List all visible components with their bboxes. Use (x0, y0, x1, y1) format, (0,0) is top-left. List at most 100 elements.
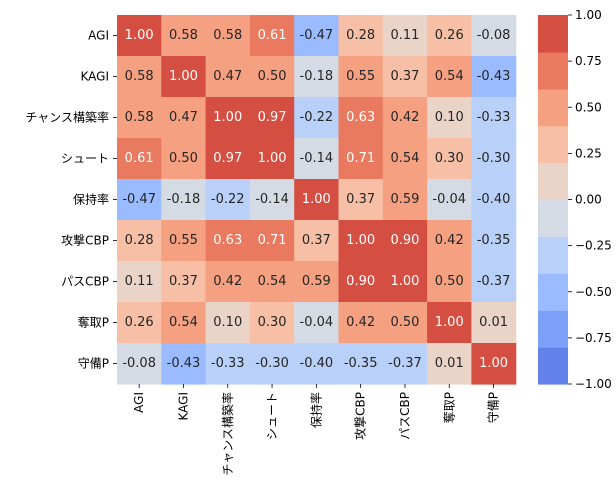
cell-value-label: -0.47 (300, 28, 334, 43)
heatmap-cell (471, 302, 517, 344)
cell-value-label: 0.55 (346, 69, 375, 84)
x-tick-label: AGI (132, 392, 146, 413)
heatmap-cell (471, 179, 517, 221)
heatmap-cell (161, 343, 207, 385)
heatmap-cell (382, 343, 428, 385)
cell-value-label: 0.58 (169, 28, 198, 43)
heatmap-cell (117, 302, 162, 344)
heatmap-cell (294, 343, 340, 385)
cell-value-label: -0.04 (300, 315, 334, 330)
heatmap-cell (249, 97, 295, 139)
cell-value-label: 0.01 (435, 356, 464, 371)
colorbar-tick-label: 0.75 (575, 54, 602, 68)
heatmap-cell (117, 261, 162, 303)
cell-value-label: -0.37 (388, 356, 422, 371)
colorbar-band (538, 15, 568, 53)
heatmap-cell (338, 220, 384, 262)
colorbar-band (538, 51, 568, 90)
heatmap-cell (338, 97, 384, 139)
colorbar-band (538, 199, 568, 237)
cell-value-label: 0.50 (169, 151, 198, 166)
heatmap-cell (205, 302, 251, 344)
heatmap-cell (161, 56, 207, 98)
heatmap-cell (117, 138, 162, 180)
colorbar-band (538, 236, 568, 274)
cell-value-label: -0.22 (211, 192, 245, 207)
colorbar-tick-label: −1.00 (575, 377, 612, 391)
heatmap-cell (205, 179, 251, 221)
x-axis: AGI KAGI チャンス構築率 シュート 保持率 攻撃CBP パスCBP 奪取P 守備P (132, 384, 501, 476)
cell-value-label: -0.18 (300, 69, 334, 84)
x-tick-label: シュート (265, 392, 279, 440)
x-tick-label: 攻撃CBP (353, 392, 368, 440)
cell-value-label: -0.22 (300, 110, 334, 125)
y-tick-label: シュート (61, 152, 109, 166)
y-tick-label: チャンス構築率 (25, 110, 109, 125)
heatmap-cell (205, 261, 251, 303)
heatmap-cell (427, 220, 472, 262)
x-tick-label: 奪取P (441, 392, 456, 423)
y-tick-label: 奪取P (78, 315, 109, 330)
cell-value-label: 0.71 (346, 151, 375, 166)
heatmap-cell (161, 15, 207, 57)
heatmap-cell (294, 15, 340, 57)
cell-value-label: 1.00 (435, 315, 464, 330)
cell-value-label: 1.00 (479, 356, 508, 371)
heatmap-cell (117, 220, 162, 262)
heatmap-cell (205, 97, 251, 139)
heatmap-cell (117, 97, 162, 139)
heatmap-annotations: 1.00 0.58 0.58 0.61 -0.47 0.28 0.11 0.26 -0.08 0.… (122, 28, 510, 371)
heatmap-cell (205, 220, 251, 262)
cell-value-label: -0.40 (300, 356, 334, 371)
heatmap-cell (471, 56, 517, 98)
y-tick-label: パスCBP (61, 275, 109, 289)
colorbar-tick-label: −0.75 (575, 331, 612, 345)
heatmap-cell (161, 97, 207, 139)
heatmap-cell (294, 56, 340, 98)
heatmap-cells (117, 15, 517, 385)
colorbar-tick-label: −0.50 (575, 285, 612, 299)
heatmap-cell (382, 302, 428, 344)
heatmap-cell (205, 15, 251, 57)
colorbar-tick-label: 0.25 (575, 146, 602, 160)
cell-value-label: -0.08 (122, 356, 156, 371)
cell-value-label: 0.42 (213, 274, 242, 289)
heatmap-cell (117, 343, 162, 385)
heatmap-cell (338, 56, 384, 98)
cell-value-label: 0.37 (346, 192, 375, 207)
cell-value-label: 0.11 (125, 274, 154, 289)
heatmap-cell (338, 261, 384, 303)
cell-value-label: 0.90 (346, 274, 375, 289)
heatmap-cell (471, 15, 517, 57)
cell-value-label: 0.10 (435, 110, 464, 125)
heatmap-cell (249, 220, 295, 262)
cell-value-label: 1.00 (213, 110, 242, 125)
y-tick-label: AGI (88, 29, 109, 43)
x-tick-label: パスCBP (398, 392, 412, 440)
cell-value-label: -0.30 (255, 356, 289, 371)
cell-value-label: 0.47 (213, 69, 242, 84)
heatmap-cell (294, 220, 340, 262)
cell-value-label: -0.18 (167, 192, 201, 207)
y-tick-label: 守備P (78, 356, 109, 371)
cell-value-label: 0.10 (213, 315, 242, 330)
heatmap-cell (161, 220, 207, 262)
colorbar-tick-label: −0.25 (575, 239, 612, 253)
heatmap-cell (294, 138, 340, 180)
heatmap-cell (249, 138, 295, 180)
cell-value-label: 0.58 (213, 28, 242, 43)
cell-value-label: -0.30 (477, 151, 511, 166)
cell-value-label: 0.54 (258, 274, 287, 289)
heatmap-cell (338, 302, 384, 344)
cell-value-label: -0.40 (477, 192, 511, 207)
heatmap-cell (427, 97, 472, 139)
cell-value-label: -0.14 (255, 192, 289, 207)
cell-value-label: 0.71 (258, 233, 287, 248)
cell-value-label: -0.33 (477, 110, 511, 125)
cell-value-label: 0.42 (390, 110, 419, 125)
heatmap-cell (117, 56, 162, 98)
colorbar: −1.00 −0.75 −0.50 −0.25 0.00 0.25 0.50 0.75 1.00 (538, 8, 612, 391)
cell-value-label: 0.63 (213, 233, 242, 248)
